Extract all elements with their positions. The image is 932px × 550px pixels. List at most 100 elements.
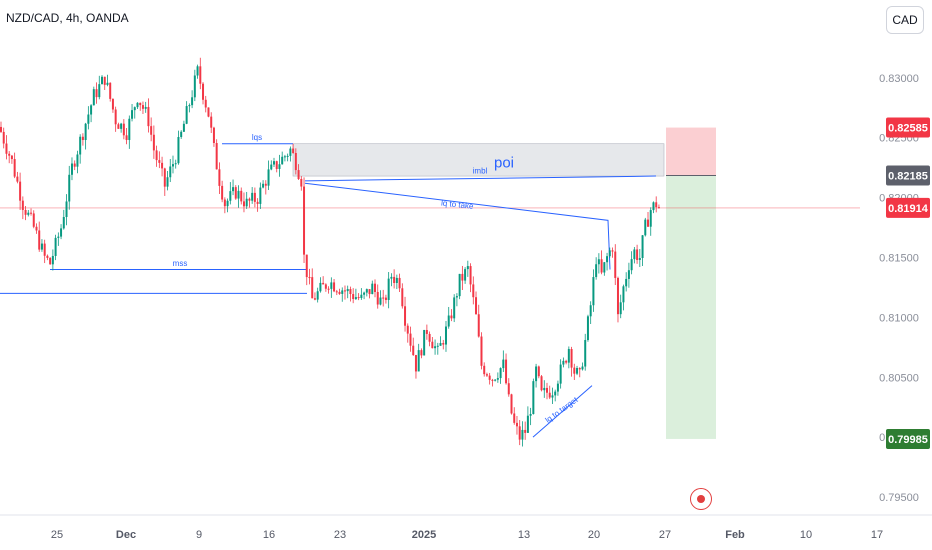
- candle-body: [65, 201, 68, 218]
- candle-body: [87, 114, 90, 124]
- candle-body: [540, 376, 543, 391]
- candle-body: [133, 107, 136, 111]
- candle-body: [414, 355, 417, 372]
- candle-body: [485, 374, 488, 376]
- candle-body: [608, 250, 611, 257]
- candle-body: [13, 159, 16, 177]
- candle-body: [212, 127, 215, 143]
- candle-body: [199, 66, 202, 84]
- candle-body: [19, 181, 22, 201]
- candle-body: [333, 282, 336, 292]
- candle-body: [480, 336, 483, 366]
- candle-body: [395, 277, 398, 283]
- candle-body: [363, 292, 366, 295]
- candle-body: [51, 255, 54, 265]
- candle-body: [229, 191, 232, 201]
- candle-body: [308, 277, 311, 279]
- candle-body: [92, 89, 95, 106]
- candle-body: [354, 297, 357, 300]
- candle-body: [401, 288, 404, 307]
- candle-body: [283, 156, 286, 158]
- candle-body: [393, 276, 396, 283]
- candle-body: [106, 82, 109, 85]
- price-tag: [886, 117, 930, 138]
- candle-body: [633, 249, 636, 260]
- candle-body: [649, 210, 652, 227]
- candle-body: [450, 315, 453, 319]
- candle-body: [313, 298, 316, 300]
- candle-body: [387, 278, 390, 300]
- lq-to-take-line: [304, 182, 611, 270]
- candle-body: [630, 259, 633, 271]
- stop-loss-zone: [666, 127, 716, 176]
- candle-body: [442, 343, 445, 345]
- tradingview-logo-icon[interactable]: [690, 488, 712, 510]
- candle-body: [144, 106, 147, 109]
- candle-body: [196, 66, 199, 76]
- candle-body: [614, 251, 617, 278]
- candle-body: [343, 290, 346, 292]
- candle-body: [521, 429, 524, 440]
- candle-body: [390, 276, 393, 279]
- x-tick-label: Dec: [116, 529, 136, 541]
- candle-body: [161, 162, 164, 169]
- candle-body: [466, 266, 469, 270]
- candle-body: [483, 365, 486, 375]
- candle-body: [535, 366, 538, 382]
- candle-body: [515, 422, 518, 427]
- mss-label: mss: [173, 259, 188, 268]
- candle-body: [327, 288, 330, 290]
- candle-body: [581, 366, 584, 370]
- candle-body: [447, 315, 450, 327]
- candle-body: [322, 282, 325, 285]
- candle-body: [98, 84, 101, 98]
- candle-body: [215, 142, 218, 170]
- candle-body: [576, 368, 579, 374]
- candle-body: [218, 169, 221, 186]
- lq-to-target-line: [532, 385, 593, 438]
- candle-body: [526, 415, 529, 433]
- candle-body: [477, 314, 480, 337]
- candle-body: [537, 366, 540, 377]
- candle-body: [619, 302, 622, 315]
- candle-body: [275, 161, 278, 169]
- candle-body: [286, 155, 289, 157]
- candle-body: [376, 291, 379, 305]
- drawings: [0, 143, 860, 438]
- candle-body: [79, 136, 82, 155]
- candle-body: [472, 284, 475, 298]
- candle-body: [496, 378, 499, 380]
- candle-body: [423, 329, 426, 356]
- candle-body: [46, 255, 49, 258]
- candle-body: [532, 381, 535, 414]
- candle-body: [316, 291, 319, 300]
- candle-body: [335, 291, 338, 293]
- x-tick-label: 10: [800, 529, 812, 541]
- candle-body: [125, 135, 128, 140]
- candle-body: [398, 277, 401, 289]
- candle-body: [245, 198, 248, 207]
- candle-body: [294, 152, 297, 171]
- candle-body: [524, 429, 527, 433]
- candle-body: [374, 283, 377, 292]
- candle-body: [586, 316, 589, 341]
- candle-body: [163, 168, 166, 187]
- time-axis: 25 Dec 9 16 23 2025 13 20 27 Feb 10 17: [0, 514, 932, 541]
- candle-body: [543, 387, 546, 391]
- candle-body: [458, 273, 461, 297]
- candle-body: [491, 379, 494, 381]
- x-tick-label: 2025: [412, 529, 436, 541]
- candle-body: [420, 350, 423, 356]
- poi-label: poi: [494, 155, 514, 172]
- candle-body: [652, 202, 655, 211]
- candle-body: [494, 379, 497, 381]
- currency-button[interactable]: CAD: [886, 6, 924, 34]
- candle-body: [360, 294, 363, 298]
- candle-body: [461, 273, 464, 281]
- candle-body: [431, 341, 434, 349]
- candle-body: [264, 183, 267, 186]
- candle-body: [303, 186, 306, 255]
- candle-body: [439, 343, 442, 346]
